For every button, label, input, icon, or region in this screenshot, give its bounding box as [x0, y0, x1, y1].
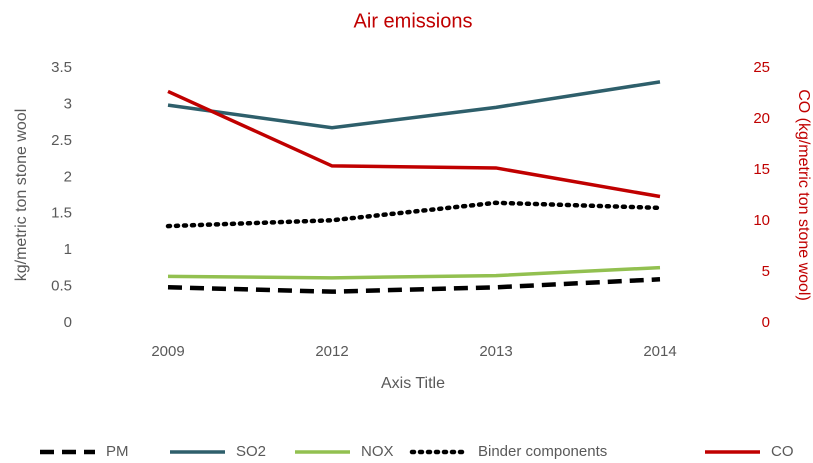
series-line: [167, 277, 661, 294]
legend-label: CO: [771, 443, 794, 460]
y-tick-label: 1: [64, 241, 72, 258]
x-axis-title: Axis Title: [381, 375, 445, 392]
y2-tick-label: 5: [762, 263, 770, 280]
y-axis-title: kg/metric ton stone wool: [13, 109, 30, 282]
y2-tick-label: 20: [753, 110, 770, 127]
y2-tick-label: 10: [753, 212, 770, 229]
y-tick-label: 0: [64, 314, 72, 331]
y-tick-label: 2: [64, 168, 72, 185]
y2-tick-label: 15: [753, 161, 770, 178]
legend-label: SO2: [236, 443, 266, 460]
y2-tick-label: 25: [753, 59, 770, 76]
y-tick-label: 2.5: [51, 132, 72, 149]
series-line: [165, 200, 663, 229]
x-tick-label: 2012: [315, 343, 348, 360]
chart-title: Air emissions: [354, 10, 473, 32]
legend-label: NOX: [361, 443, 394, 460]
x-tick-label: 2009: [151, 343, 184, 360]
series-line: [167, 89, 661, 199]
y-tick-label: 3.5: [51, 59, 72, 76]
legend-label: Binder components: [478, 443, 607, 460]
y-tick-label: 1.5: [51, 205, 72, 222]
y-tick-label: 3: [64, 95, 72, 112]
y-tick-label: 0.5: [51, 278, 72, 295]
y2-tick-label: 0: [762, 314, 770, 331]
x-tick-label: 2014: [643, 343, 676, 360]
series-line: [167, 80, 661, 130]
series-line: [167, 265, 661, 280]
x-tick-label: 2013: [479, 343, 512, 360]
legend-label: PM: [106, 443, 129, 460]
y2-axis-title: CO (kg/metric ton stone wool): [795, 89, 812, 301]
